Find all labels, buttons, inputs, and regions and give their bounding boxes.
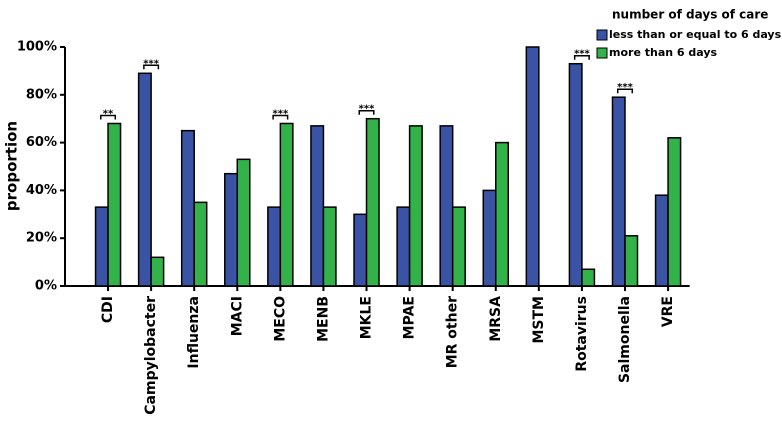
bar xyxy=(310,125,325,287)
x-tick-label: Influenza xyxy=(186,296,202,369)
bar xyxy=(667,137,682,287)
x-tick-label: Campylobacter xyxy=(143,296,159,415)
bar xyxy=(365,117,380,287)
bar xyxy=(150,256,165,287)
bar xyxy=(279,122,294,287)
bar xyxy=(611,96,626,287)
x-tick-label: MRSA xyxy=(488,296,504,342)
bar xyxy=(236,158,251,287)
bar xyxy=(180,129,195,287)
x-tick-label: VRE xyxy=(660,296,676,327)
significance-bracket xyxy=(358,109,375,115)
x-tick-label: MSTM xyxy=(531,296,547,344)
legend-swatch xyxy=(596,47,608,59)
significance-bracket xyxy=(143,64,160,70)
significance-label: *** xyxy=(143,58,159,69)
bar xyxy=(482,189,497,287)
x-tick-label: MENB xyxy=(315,296,331,342)
significance-bracket xyxy=(100,114,117,120)
x-tick-label: MECO xyxy=(272,296,288,342)
y-tick-label: 20% xyxy=(26,231,57,246)
bar xyxy=(107,122,122,287)
bar xyxy=(396,206,411,287)
significance-label: ** xyxy=(103,108,114,119)
bar xyxy=(353,213,368,287)
y-axis-label: proportion xyxy=(3,121,21,211)
significance-label: *** xyxy=(574,49,590,60)
x-tick-label: MACI xyxy=(229,296,245,336)
significance-bracket xyxy=(272,114,289,120)
significance-label: *** xyxy=(359,104,375,115)
significance-bracket xyxy=(617,88,633,94)
significance-label: *** xyxy=(617,82,633,93)
significance-bracket xyxy=(573,54,590,60)
x-tick-label: MR other xyxy=(445,296,461,368)
y-tick-label: 0% xyxy=(35,279,57,294)
bar xyxy=(525,46,540,287)
bar xyxy=(137,72,152,287)
bar xyxy=(581,268,596,287)
bar xyxy=(495,141,510,287)
legend-swatch xyxy=(596,29,608,41)
bar xyxy=(451,206,466,287)
significance-label: *** xyxy=(273,108,289,119)
bar xyxy=(439,125,454,287)
bar xyxy=(224,172,239,287)
x-tick-label: Rotavirus xyxy=(574,296,590,372)
y-tick-label: 80% xyxy=(26,87,57,102)
y-tick-label: 100% xyxy=(17,40,57,55)
bar xyxy=(624,235,639,287)
x-tick-label: MKLE xyxy=(359,296,375,339)
bar xyxy=(654,194,669,287)
bar xyxy=(267,206,282,287)
legend-label: more than 6 days xyxy=(609,46,718,59)
x-tick-label: MPAE xyxy=(402,296,418,339)
bar xyxy=(408,125,423,287)
bar xyxy=(568,62,583,287)
y-tick-label: 60% xyxy=(26,135,57,150)
x-tick-label: CDI xyxy=(100,296,116,323)
bar xyxy=(322,206,337,287)
bar xyxy=(94,206,109,287)
bar xyxy=(193,201,208,287)
legend-title: number of days of care xyxy=(612,8,768,22)
legend-label: less than or equal to 6 days xyxy=(609,28,782,41)
y-tick-label: 40% xyxy=(26,183,57,198)
x-tick-label: Salmonella xyxy=(617,296,633,383)
